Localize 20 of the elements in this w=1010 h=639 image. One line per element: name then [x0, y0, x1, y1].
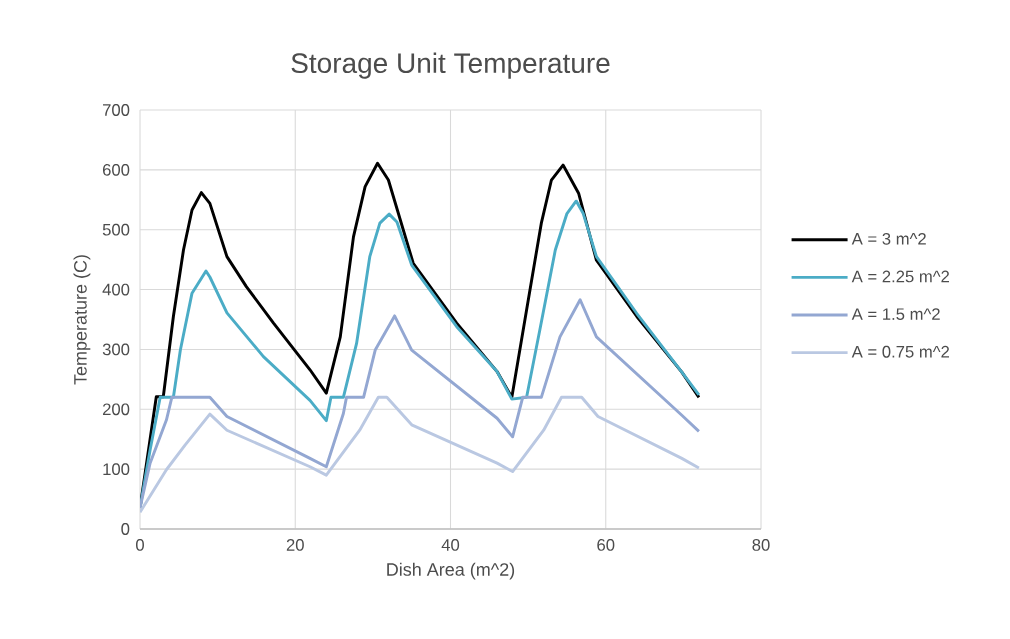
y-tick-label: 0 [121, 523, 130, 535]
legend-label: A = 1.5 m^2 [851, 308, 940, 321]
y-tick-label: 600 [102, 163, 130, 176]
y-tick-label: 400 [102, 283, 130, 296]
x-tick-label: 60 [597, 539, 615, 551]
x-tick-label: 80 [752, 539, 770, 551]
y-tick-label: 100 [103, 463, 130, 476]
y-tick-label: 300 [102, 343, 130, 356]
legend-label: A = 3 m^2 [851, 232, 926, 245]
x-tick-label: 40 [441, 539, 460, 551]
x-tick-label: 0 [136, 539, 144, 551]
y-axis-title: Temperature (C) [73, 255, 91, 385]
y-tick-label: 200 [102, 403, 130, 416]
y-tick-label: 700 [103, 104, 130, 116]
chart-title: Storage Unit Temperature [291, 52, 610, 79]
legend-label: A = 2.25 m^2 [851, 270, 949, 283]
x-tick-label: 20 [286, 539, 304, 551]
x-axis-title: Dish Area (m^2) [387, 562, 515, 580]
legend-label: A = 0.75 m^2 [851, 345, 949, 358]
y-tick-label: 500 [102, 223, 130, 236]
